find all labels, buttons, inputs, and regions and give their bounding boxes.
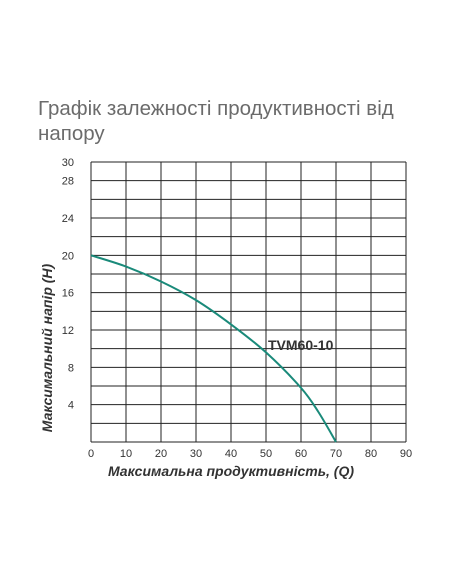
x-tick-label: 40 <box>225 448 237 460</box>
grid <box>90 161 407 443</box>
x-tick-label: 70 <box>330 448 342 460</box>
x-tick-label: 80 <box>365 448 377 460</box>
y-tick-labels: 4 8 12 16 20 24 28 30 <box>62 157 74 412</box>
series-label: TVM60-10 <box>268 337 334 353</box>
y-tick-label: 16 <box>62 288 74 300</box>
x-axis-label: Максимальна продуктивність, (Q) <box>108 463 354 479</box>
chart-title: Графік залежності продуктивності від нап… <box>38 97 394 145</box>
x-tick-label: 60 <box>295 448 307 460</box>
x-tick-label: 0 <box>88 448 94 460</box>
series-line <box>90 254 337 443</box>
x-tick-label: 50 <box>260 448 272 460</box>
y-tick-label: 24 <box>62 213 74 225</box>
x-tick-label: 30 <box>190 448 202 460</box>
y-tick-label: 28 <box>62 176 74 188</box>
y-tick-label: 4 <box>68 400 74 412</box>
x-tick-labels: 0 10 20 30 40 50 60 70 80 90 <box>88 448 412 460</box>
y-tick-label: 30 <box>62 157 74 169</box>
y-axis-label: Максимальний напір (Н) <box>39 263 55 432</box>
y-tick-label: 20 <box>62 250 74 262</box>
series-group <box>90 254 337 443</box>
x-tick-label: 90 <box>400 448 412 460</box>
x-tick-label: 20 <box>155 448 167 460</box>
y-tick-label: 12 <box>62 325 74 337</box>
y-tick-label: 8 <box>68 362 74 374</box>
x-tick-label: 10 <box>120 448 132 460</box>
